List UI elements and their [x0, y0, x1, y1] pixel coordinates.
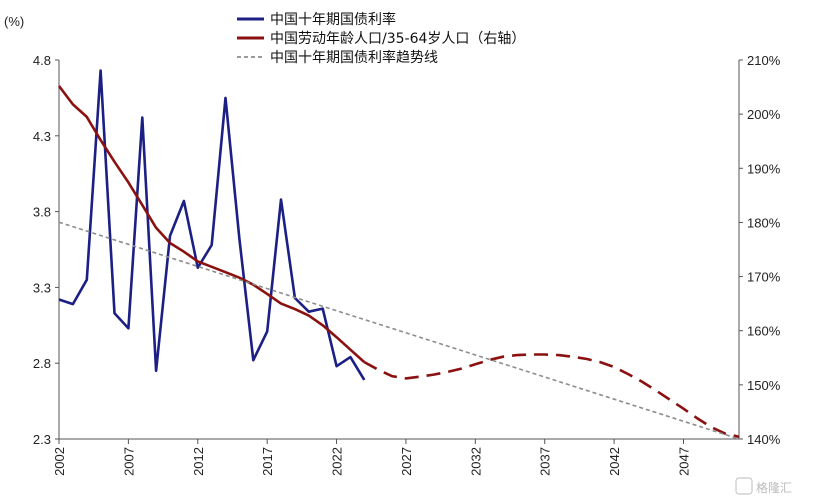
left-axis-tick-label: 2.8	[33, 356, 51, 371]
legend-label: 中国劳动年龄人口/35-64岁人口（右轴）	[270, 31, 525, 47]
left-axis-tick-label: 2.3	[33, 432, 51, 447]
right-axis-tick-label: 190%	[747, 161, 781, 176]
labor-ratio-line	[57, 85, 366, 364]
x-axis-tick-label: 2037	[538, 447, 553, 476]
chart-axes: 2.3 2.8 3.3 3.8 4.3 4.8 140% 150% 160% 170% 180% 19…	[33, 53, 781, 476]
right-axis-tick-label: 160%	[747, 324, 781, 339]
chart-series	[57, 69, 740, 440]
watermark-logo-icon	[735, 477, 753, 495]
right-axis-tick-label: 180%	[747, 215, 781, 230]
right-axis-tick-label: 200%	[747, 107, 781, 122]
right-axis-tick-label: 210%	[747, 53, 781, 68]
bond-yield-line	[58, 69, 366, 381]
x-axis-tick-label: 2022	[330, 447, 345, 476]
legend-label: 中国十年期国债利率	[270, 11, 396, 28]
legend-label: 中国十年期国债利率趋势线	[270, 49, 438, 66]
x-axis-tick-label: 2012	[191, 447, 206, 476]
left-axis-tick-label: 3.8	[33, 205, 51, 220]
left-axis-unit-label: (%)	[4, 14, 24, 29]
x-axis-tick-label: 2007	[121, 447, 136, 476]
x-axis-tick-label: 2017	[260, 447, 275, 476]
left-axis-tick-label: 4.3	[33, 129, 51, 144]
right-axis-tick-label: 170%	[747, 270, 781, 285]
left-axis-tick-label: 3.3	[33, 280, 51, 295]
left-axis-tick-label: 4.8	[33, 53, 51, 68]
x-axis-tick-label: 2002	[52, 447, 67, 476]
watermark-text: 格隆汇	[756, 480, 792, 495]
x-axis-tick-label: 2032	[468, 447, 483, 476]
x-axis-tick-label: 2042	[607, 447, 622, 476]
x-axis-tick-label: 2027	[399, 447, 414, 476]
right-axis-tick-label: 140%	[747, 432, 781, 447]
labor-ratio-forecast-line	[363, 353, 740, 439]
right-axis-tick-label: 150%	[747, 378, 781, 393]
x-axis-tick-label: 2047	[676, 447, 691, 476]
watermark: 格隆汇	[735, 477, 792, 495]
